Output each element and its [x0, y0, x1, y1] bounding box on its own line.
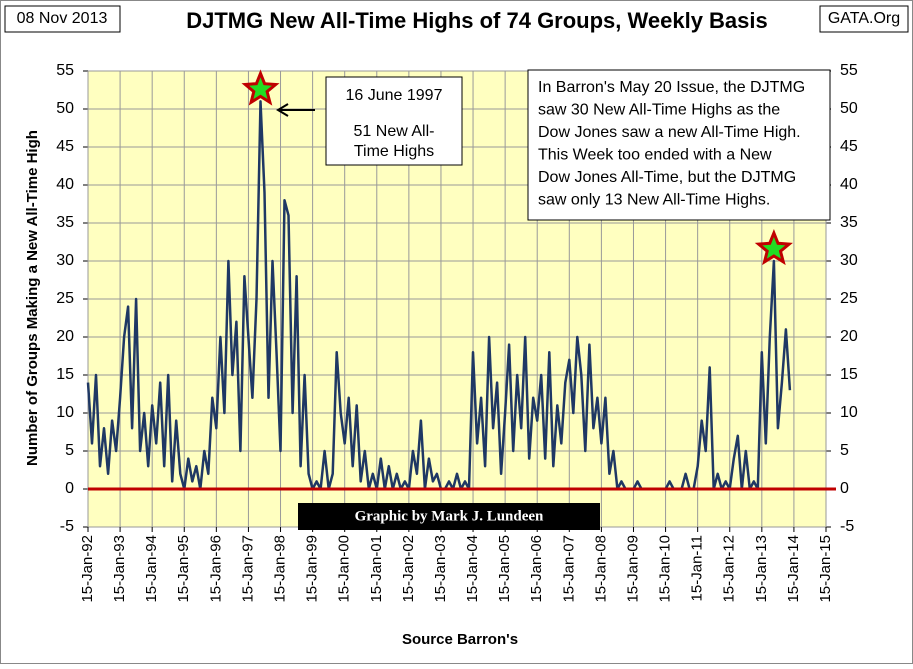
note-text: Dow Jones saw a new All-Time High. [538, 124, 801, 141]
y-axis-label: Number of Groups Making a New All-Time H… [24, 130, 41, 466]
x-tick-label: 15-Jan-13 [753, 535, 770, 603]
y-tick-label: 40 [56, 176, 74, 193]
y-tick-label: 50 [56, 100, 74, 117]
x-tick-label: 15-Jan-94 [143, 535, 160, 603]
source-tag: GATA.Org [828, 10, 900, 27]
x-tick-label: 15-Jan-95 [175, 535, 192, 603]
chart-title: DJTMG New All-Time Highs of 74 Groups, W… [186, 8, 768, 33]
x-tick-label: 15-Jan-96 [207, 535, 224, 603]
y2-tick-label: 25 [840, 290, 858, 307]
x-tick-label: 15-Jan-12 [721, 535, 738, 603]
note-text: saw only 13 New All-Time Highs. [538, 192, 770, 209]
y2-tick-label: 35 [840, 214, 858, 231]
x-tick-label: 15-Jan-10 [657, 535, 674, 603]
y2-tick-label: 40 [840, 176, 858, 193]
y2-tick-label: 45 [840, 138, 858, 155]
x-tick-label: 15-Jan-15 [817, 535, 834, 603]
annotation-text: 51 New All- [354, 123, 435, 140]
note-text: This Week too ended with a New [538, 147, 772, 164]
x-tick-label: 15-Jan-09 [624, 535, 641, 603]
date-box [4, 5, 121, 33]
x-tick-label: 15-Jan-05 [496, 535, 513, 603]
peak-star [241, 69, 280, 106]
annotation-arrowhead [276, 103, 289, 117]
y2-tick-label: -5 [840, 518, 854, 535]
y-tick-label: 35 [56, 214, 74, 231]
annotation-text: 16 June 1997 [346, 87, 443, 104]
y2-tick-label: 20 [840, 328, 858, 345]
x-tick-label: 15-Jan-92 [79, 535, 96, 603]
note-text: In Barron's May 20 Issue, the DJTMG [538, 79, 805, 96]
x-tick-label: 15-Jan-07 [560, 535, 577, 603]
x-tick-label: 15-Jan-00 [336, 535, 353, 603]
x-tick-label: 15-Jan-02 [400, 535, 417, 603]
x-tick-label: 15-Jan-14 [785, 535, 802, 603]
x-tick-label: 15-Jan-93 [111, 535, 128, 603]
annotation-text: Time Highs [354, 143, 434, 160]
x-tick-label: 15-Jan-97 [239, 535, 256, 603]
credit-box [298, 503, 600, 530]
y-tick-label: 30 [56, 252, 74, 269]
x-tick-label: 15-Jan-04 [464, 535, 481, 603]
y2-tick-label: 0 [840, 480, 849, 497]
date-label: 08 Nov 2013 [17, 10, 108, 27]
y-tick-label: 10 [56, 404, 74, 421]
x-tick-label: 15-Jan-03 [432, 535, 449, 603]
y2-tick-label: 15 [840, 366, 858, 383]
x-tick-label: 15-Jan-08 [592, 535, 609, 603]
note-text: saw 30 New All-Time Highs as the [538, 102, 780, 119]
y-tick-label: 20 [56, 328, 74, 345]
x-axis-label: Source Barron's [402, 631, 518, 648]
y-tick-label: 55 [56, 62, 74, 79]
credit: Graphic by Mark J. Lundeen [355, 508, 544, 524]
peak-star [754, 228, 793, 266]
y2-tick-label: 55 [840, 62, 858, 79]
y-tick-label: 45 [56, 138, 74, 155]
x-tick-label: 15-Jan-98 [271, 535, 288, 603]
x-tick-label: 15-Jan-11 [689, 535, 706, 601]
source-box [819, 5, 909, 33]
y-tick-label: -5 [60, 518, 74, 535]
y-tick-label: 25 [56, 290, 74, 307]
x-tick-label: 15-Jan-99 [304, 535, 321, 603]
x-tick-label: 15-Jan-01 [368, 535, 385, 603]
y2-tick-label: 50 [840, 100, 858, 117]
annotation-box [325, 76, 463, 166]
note-text: Dow Jones All-Time, but the DJTMG [538, 169, 796, 186]
note-box [527, 69, 831, 221]
y2-tick-label: 5 [840, 442, 849, 459]
y-tick-label: 15 [56, 366, 74, 383]
y2-tick-label: 30 [840, 252, 858, 269]
y2-tick-label: 10 [840, 404, 858, 421]
y-tick-label: 5 [65, 442, 74, 459]
x-tick-label: 15-Jan-06 [528, 535, 545, 603]
y-tick-label: 0 [65, 480, 74, 497]
